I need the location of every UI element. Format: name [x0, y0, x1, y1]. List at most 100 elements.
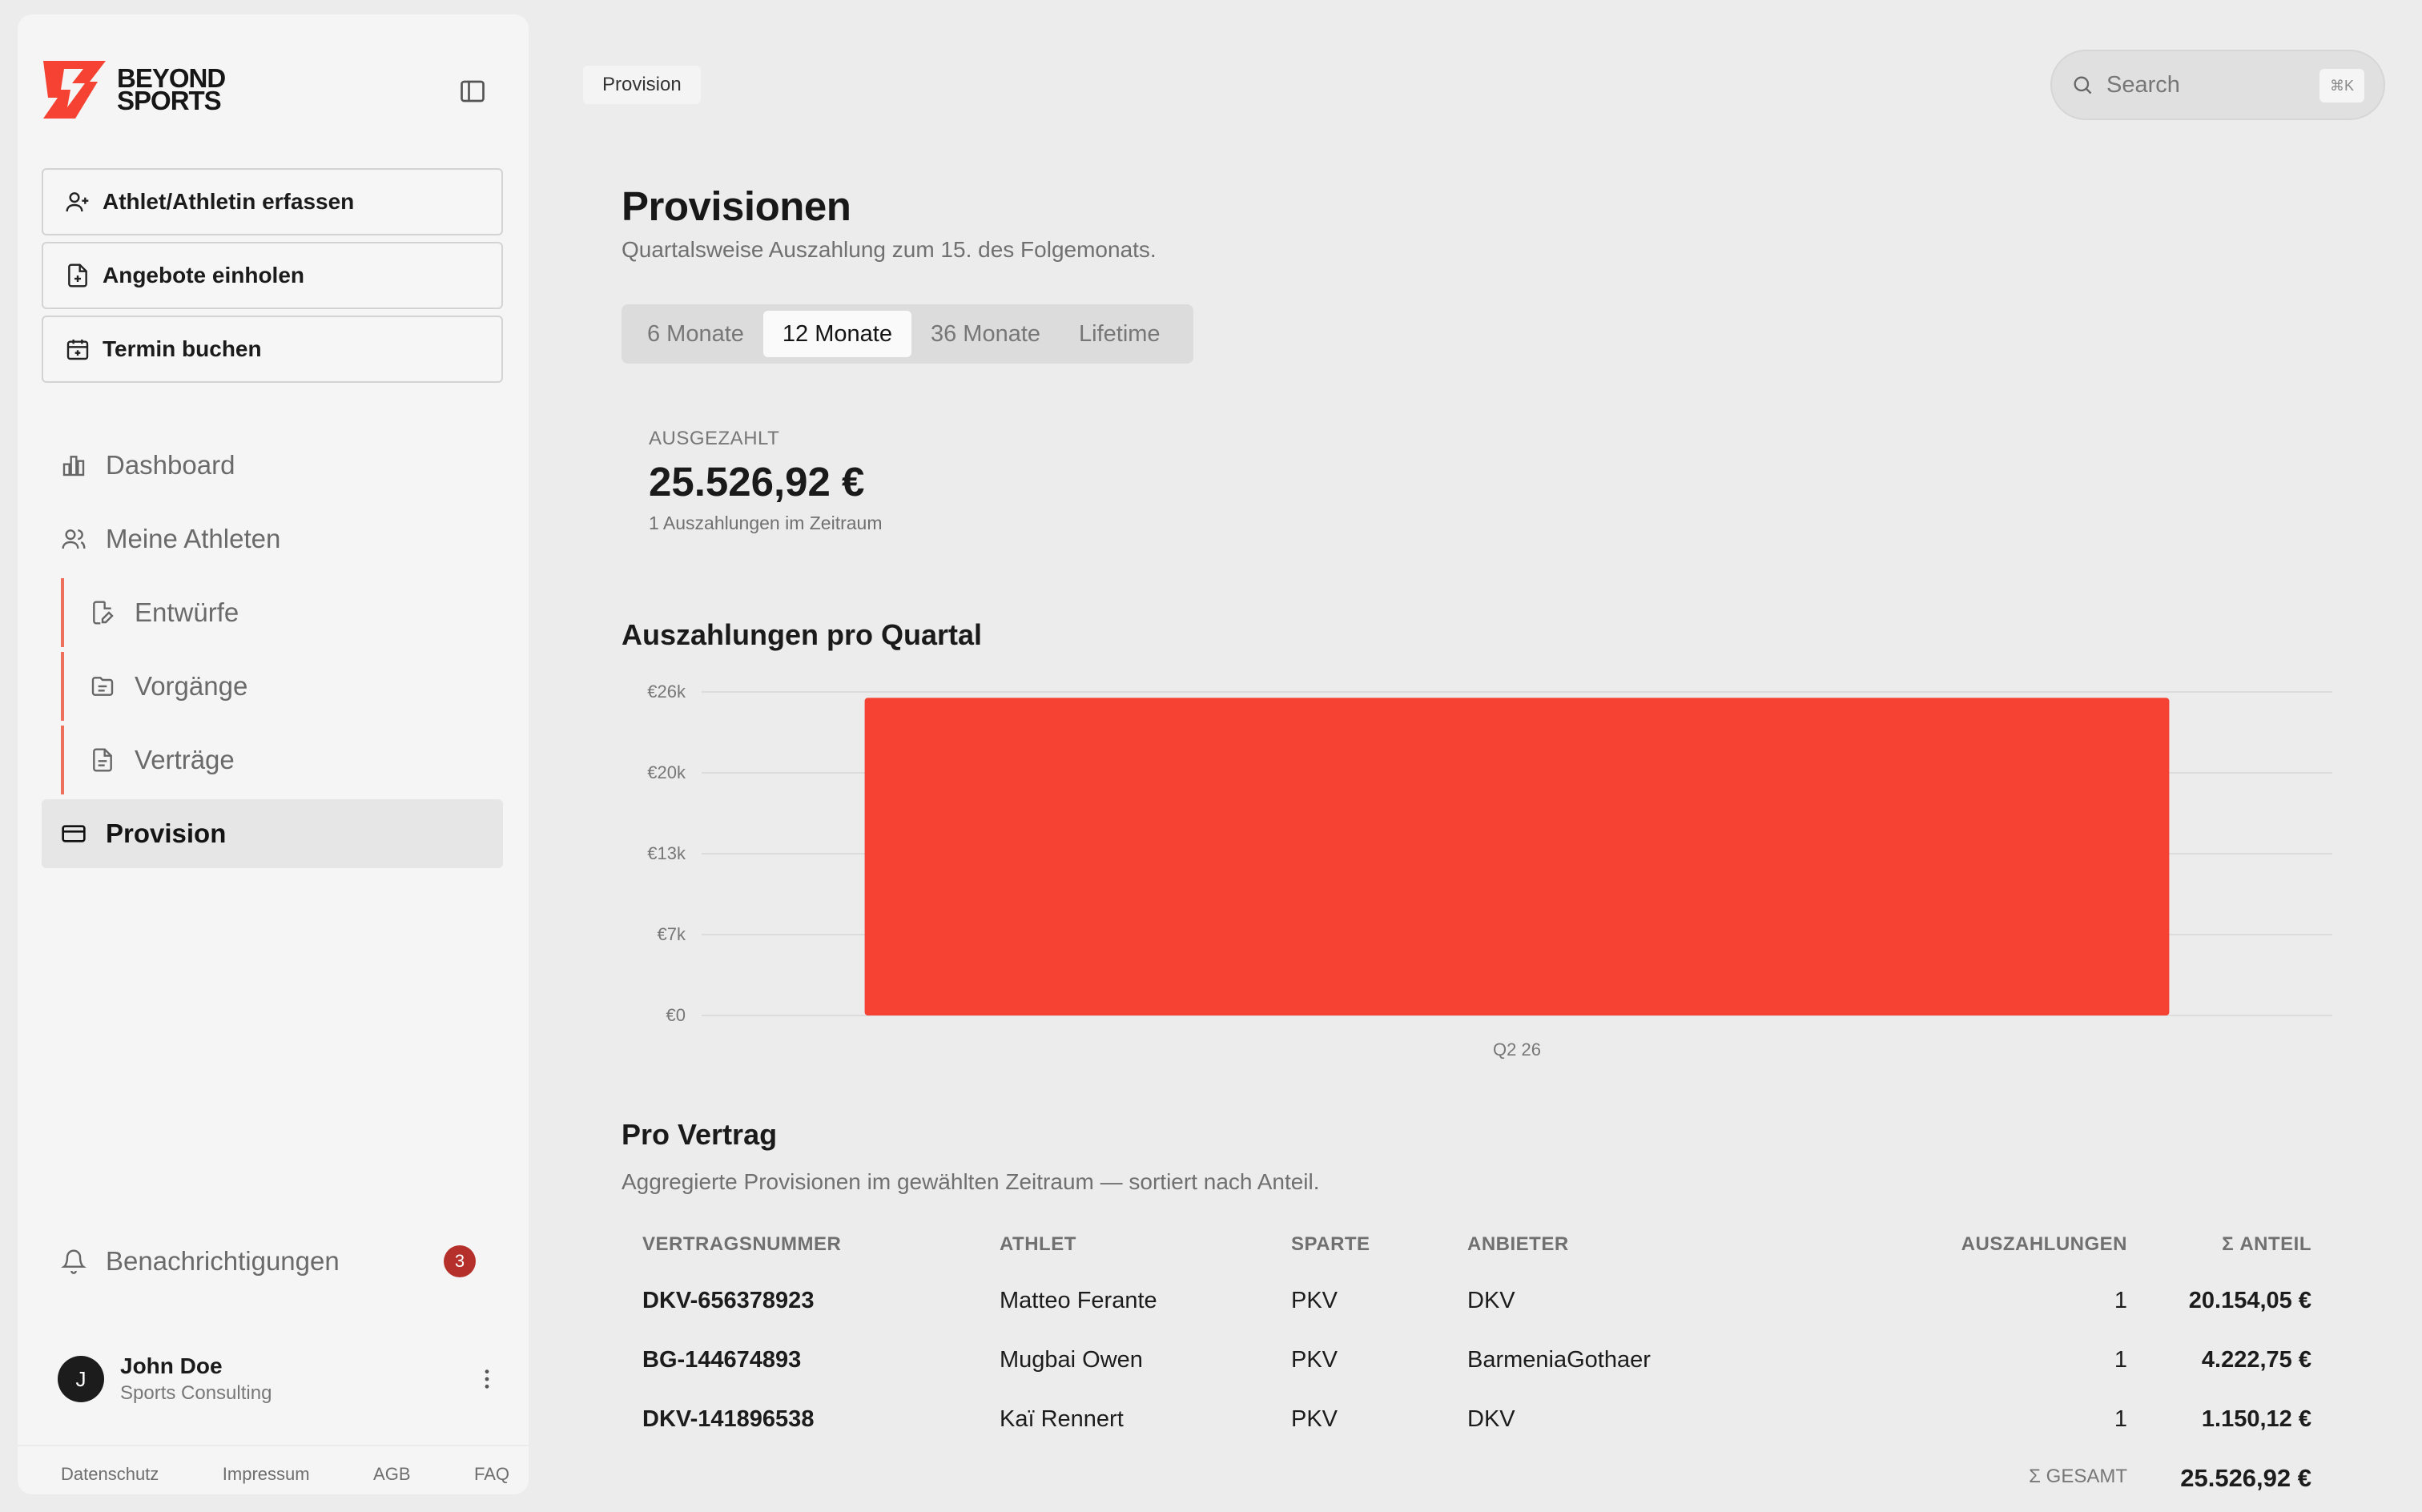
folder-icon	[88, 672, 117, 701]
search-shortcut: ⌘K	[2319, 69, 2364, 103]
chart-bar[interactable]	[864, 698, 2170, 1015]
total-value: 25.526,92 €	[2180, 1464, 2311, 1492]
payouts-bar-chart: €0 €7k €13k €20k €26k Q2 26	[647, 682, 2332, 1060]
footer-link-privacy[interactable]: Datenschutz	[61, 1464, 159, 1484]
page-title: Provisionen	[622, 183, 851, 229]
calendar-plus-icon	[64, 336, 91, 363]
payout-count: 1	[2114, 1406, 2127, 1432]
y-tick-label: €26k	[647, 682, 686, 702]
user-plus-icon	[64, 188, 91, 215]
sidebar-divider	[18, 1445, 529, 1446]
contract-number: DKV-656378923	[642, 1288, 815, 1313]
payout-count: 1	[2114, 1347, 2127, 1373]
sidebar-item-dashboard[interactable]: Dashboard	[42, 431, 503, 500]
request-offers-label: Angebote einholen	[103, 263, 304, 288]
footer-link-imprint[interactable]: Impressum	[222, 1464, 310, 1484]
kpi-subtext: 1 Auszahlungen im Zeitraum	[649, 513, 883, 533]
add-athlete-label: Athlet/Athletin erfassen	[103, 189, 355, 214]
brand-name: BEYOND SPORTS	[117, 63, 226, 115]
tab-6-months[interactable]: 6 Monate	[647, 320, 744, 347]
tab-12-months[interactable]: 12 Monate	[762, 311, 911, 357]
tab-36-months[interactable]: 36 Monate	[930, 320, 1041, 347]
athlete-name: Kaï Rennert	[1000, 1406, 1124, 1432]
table-row[interactable]: BG-144674893 Mugbai Owen PKV BarmeniaGot…	[622, 1329, 2336, 1389]
column-header-provider[interactable]: ANBIETER	[1467, 1233, 1569, 1255]
bar-chart-icon	[59, 451, 88, 480]
sidebar-item-notifications[interactable]: Benachrichtigungen 3	[42, 1227, 503, 1296]
sidebar-item-drafts[interactable]: Entwürfe	[61, 578, 503, 647]
book-appointment-button[interactable]: Termin buchen	[42, 316, 503, 383]
search-input[interactable]: Search ⌘K	[2050, 50, 2385, 120]
bell-icon	[59, 1247, 88, 1276]
sidebar-toggle-icon	[461, 80, 485, 103]
users-icon	[59, 525, 88, 553]
brand-line-1: BEYOND	[117, 63, 226, 93]
credit-card-icon	[59, 819, 88, 848]
more-vertical-icon	[485, 1369, 489, 1389]
sidebar-item-provision[interactable]: Provision	[42, 799, 503, 868]
sidebar-item-label: Benachrichtigungen	[106, 1246, 340, 1276]
add-athlete-button[interactable]: Athlet/Athletin erfassen	[42, 168, 503, 235]
period-tabs: 6 Monate 12 Monate 36 Monate Lifetime	[622, 304, 1193, 364]
column-header-number[interactable]: VERTRAGSNUMMER	[642, 1233, 842, 1255]
sidebar-item-processes[interactable]: Vorgänge	[61, 652, 503, 721]
provider: BarmeniaGothaer	[1467, 1347, 1651, 1373]
share-amount: 1.150,12 €	[2201, 1406, 2311, 1432]
tab-lifetime[interactable]: Lifetime	[1079, 320, 1161, 347]
column-header-sparte[interactable]: SPARTE	[1291, 1233, 1370, 1255]
footer-link-terms[interactable]: AGB	[373, 1464, 411, 1484]
provider: DKV	[1467, 1288, 1515, 1313]
sidebar-item-athletes[interactable]: Meine Athleten	[42, 505, 503, 573]
sparte: PKV	[1291, 1406, 1338, 1432]
column-header-payouts[interactable]: AUSZAHLUNGEN	[1961, 1233, 2127, 1255]
sidebar-item-label: Provision	[106, 818, 227, 848]
user-profile[interactable]: J John Doe Sports Consulting	[58, 1347, 506, 1411]
avatar: J	[58, 1356, 104, 1402]
y-tick-label: €13k	[647, 843, 686, 863]
total-label: Σ GESAMT	[2029, 1466, 2127, 1487]
footer-link-faq[interactable]: FAQ	[473, 1464, 509, 1484]
contract-number: BG-144674893	[642, 1347, 802, 1373]
contracts-subtitle: Aggregierte Provisionen im gewählten Zei…	[622, 1169, 1320, 1194]
brand-line-2: SPORTS	[117, 86, 222, 115]
user-menu-button[interactable]	[471, 1363, 503, 1395]
y-tick-label: €7k	[658, 924, 686, 944]
sidebar-item-label: Dashboard	[106, 450, 235, 480]
sidebar-item-label: Entwürfe	[135, 597, 239, 627]
sidebar-item-contracts[interactable]: Verträge	[61, 726, 503, 794]
provider: DKV	[1467, 1406, 1515, 1432]
sparte: PKV	[1291, 1288, 1338, 1313]
contract-number: DKV-141896538	[642, 1406, 815, 1432]
footer-links: Datenschutz Impressum AGB FAQ	[61, 1464, 509, 1485]
book-appointment-label: Termin buchen	[103, 336, 262, 361]
table-row[interactable]: DKV-141896538 Kaï Rennert PKV DKV 1 1.15…	[622, 1389, 2336, 1448]
file-edit-icon	[88, 598, 117, 627]
athlete-name: Matteo Ferante	[1000, 1288, 1157, 1313]
table-row[interactable]: DKV-656378923 Matteo Ferante PKV DKV 1 2…	[622, 1270, 2336, 1329]
sidebar-item-label: Meine Athleten	[106, 524, 281, 553]
search-placeholder: Search	[2106, 71, 2180, 98]
column-header-athlete[interactable]: ATHLET	[1000, 1233, 1076, 1255]
kpi-label: AUSGEZAHLT	[649, 428, 780, 449]
table-total-row: Σ GESAMT 25.526,92 €	[622, 1448, 2336, 1507]
page-subtitle: Quartalsweise Auszahlung zum 15. des Fol…	[622, 237, 1157, 262]
sidebar: BEYOND SPORTS Athlet/Athletin erfassen A…	[18, 14, 529, 1494]
file-text-icon	[88, 746, 117, 774]
sidebar-item-label: Vorgänge	[135, 671, 248, 701]
kpi-value: 25.526,92 €	[649, 459, 865, 505]
brand-logo[interactable]: BEYOND SPORTS	[40, 58, 226, 122]
y-tick-label: €0	[666, 1005, 686, 1025]
user-role: Sports Consulting	[120, 1382, 272, 1404]
y-tick-label: €20k	[647, 762, 686, 782]
user-info: John Doe Sports Consulting	[120, 1353, 272, 1405]
sidebar-toggle-button[interactable]	[457, 75, 489, 107]
sparte: PKV	[1291, 1347, 1338, 1373]
chart-title: Auszahlungen pro Quartal	[622, 618, 983, 651]
column-header-share[interactable]: Σ ANTEIL	[2222, 1233, 2311, 1255]
athlete-name: Mugbai Owen	[1000, 1347, 1143, 1373]
sidebar-item-label: Verträge	[135, 745, 235, 774]
breadcrumb[interactable]: Provision	[583, 66, 701, 104]
request-offers-button[interactable]: Angebote einholen	[42, 242, 503, 309]
search-icon	[2074, 76, 2092, 94]
